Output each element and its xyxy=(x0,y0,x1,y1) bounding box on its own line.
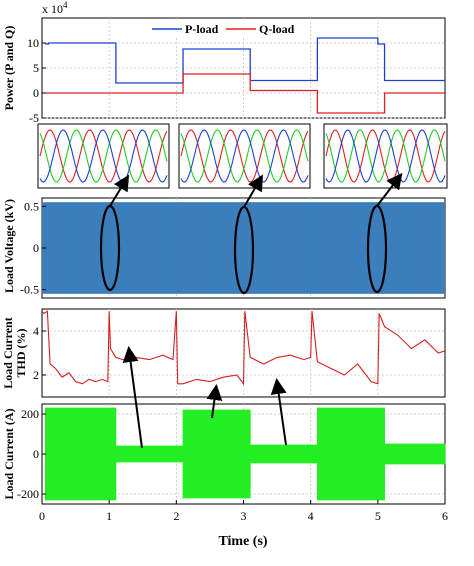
annotations xyxy=(99,172,403,449)
voltage-inset-1 xyxy=(37,123,170,189)
zoom-arrow-3 xyxy=(376,172,403,207)
legend-label-p-load: P-load xyxy=(185,22,219,36)
inset-phase-wave xyxy=(325,129,446,183)
inset-phase-wave xyxy=(180,129,309,183)
thd-y-label-line-2: THD (%) xyxy=(14,329,28,378)
x-axis-label: Time (s) xyxy=(218,534,267,549)
legend-box xyxy=(148,20,294,36)
voltage-y-label: Load Voltage (kV) xyxy=(2,199,16,293)
thd-arrow-3 xyxy=(270,378,287,446)
x-tick-label: 2 xyxy=(173,509,179,523)
zoom-arrow-2 xyxy=(243,174,264,208)
y-tick-label: 0.5 xyxy=(24,199,39,213)
thd-panel: 24 Load Current THD (%) xyxy=(1,308,446,398)
current-envelope xyxy=(44,407,446,501)
x-tick-label: 6 xyxy=(442,509,448,523)
voltage-inset-3 xyxy=(323,123,448,189)
zoom-arrow-1 xyxy=(109,174,130,207)
power-exponent-power: 4 xyxy=(63,0,68,10)
y-tick-label: 10 xyxy=(27,36,39,50)
x-tick-label: 1 xyxy=(106,509,112,523)
series-line-q-load xyxy=(45,73,445,114)
current-y-ticks: -200 0 200 xyxy=(17,407,46,501)
y-tick-label: 4 xyxy=(33,324,39,338)
inset-phase-wave xyxy=(180,129,309,183)
y-tick-label: 2 xyxy=(33,368,39,382)
y-tick-label: -0.5 xyxy=(20,283,39,297)
power-y-ticks: -5 0 5 10 xyxy=(27,36,46,125)
y-tick-label: 200 xyxy=(21,407,39,421)
thd-arrow-1 xyxy=(122,346,143,449)
x-tick-label: 5 xyxy=(375,509,381,523)
inset-phase-wave xyxy=(39,129,168,183)
x-tick-label: 4 xyxy=(308,509,314,523)
y-tick-label: 0 xyxy=(33,86,39,100)
inset-1-waves xyxy=(39,129,168,183)
y-tick-label: -200 xyxy=(17,487,39,501)
power-series xyxy=(45,37,445,114)
voltage-envelope-band xyxy=(42,202,445,294)
power-y-label: Power (P and Q) xyxy=(2,26,16,111)
current-y-label: Load Current (A) xyxy=(2,408,16,499)
y-tick-label: 0 xyxy=(33,241,39,255)
current-envelope-band xyxy=(44,407,446,501)
voltage-inset-2 xyxy=(178,123,311,189)
legend-label-q-load: Q-load xyxy=(259,22,295,36)
inset-phase-wave xyxy=(180,129,309,183)
power-exponent-label: x 10 xyxy=(42,2,63,16)
voltage-envelope xyxy=(41,202,445,294)
y-tick-label: 5 xyxy=(33,61,39,75)
y-tick-label: 0 xyxy=(33,447,39,461)
power-panel: -5 0 5 10 x 10 4 Power (P and Q) P-load Q-l… xyxy=(2,0,446,125)
inset-phase-wave xyxy=(39,129,168,183)
power-legend: P-load Q-load xyxy=(148,20,295,36)
inset-3-waves xyxy=(325,129,446,183)
inset-phase-wave xyxy=(325,129,446,183)
x-axis-ticks: 0 1 2 3 4 5 6 xyxy=(39,500,448,523)
thd-y-label-line-1: Load Current xyxy=(1,317,15,388)
voltage-insets xyxy=(37,123,448,189)
thd-y-ticks: 24 xyxy=(33,324,46,382)
voltage-panel: -0.5 0 0.5 Load Voltage (kV) xyxy=(2,197,446,299)
inset-phase-wave xyxy=(325,129,446,183)
thd-arrow-2 xyxy=(206,384,223,419)
y-tick-label: -5 xyxy=(29,111,39,125)
inset-2-waves xyxy=(180,129,309,183)
thd-line xyxy=(41,310,446,386)
series-line-p-load xyxy=(45,37,445,84)
voltage-y-ticks: -0.5 0 0.5 xyxy=(20,199,46,297)
x-tick-label: 0 xyxy=(39,509,45,523)
x-tick-label: 3 xyxy=(241,509,247,523)
inset-phase-wave xyxy=(39,129,168,183)
thd-series xyxy=(41,310,446,386)
